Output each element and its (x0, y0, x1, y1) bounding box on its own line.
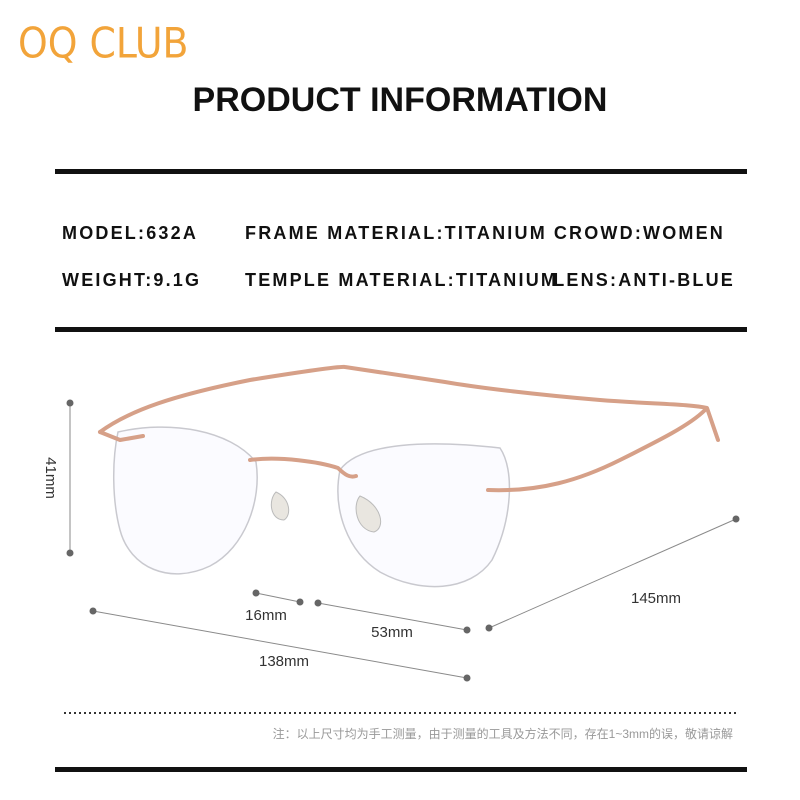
spec: CROWD:WOMEN (554, 223, 725, 243)
dimension-label: 138mm (259, 653, 309, 670)
dimension-label: 16mm (245, 607, 287, 624)
spec: MODEL:632A (62, 223, 198, 243)
spec: FRAME MATERIAL:TITANIUM (245, 223, 547, 243)
spec: WEIGHT:9.1G (62, 270, 201, 290)
dimension-label: 53mm (371, 624, 413, 641)
spec: LENS:ANTI-BLUE (553, 270, 735, 290)
dimension-lines (66, 399, 740, 682)
dimension-label: 41mm (42, 457, 59, 499)
glasses-illustration (98, 364, 720, 588)
divider (55, 169, 747, 174)
brand-logo: OQ CLUB (18, 19, 188, 68)
divider (55, 327, 747, 332)
note: 注：以上尺寸均为手工测量，由于测量的工具及方法不同，存在1~3mm的误，敬请谅解 (273, 726, 733, 741)
dimension-label: 145mm (631, 590, 681, 607)
page-title: PRODUCT INFORMATION (193, 81, 608, 119)
spec: TEMPLE MATERIAL:TITANIUM (245, 270, 558, 290)
divider (55, 767, 747, 772)
